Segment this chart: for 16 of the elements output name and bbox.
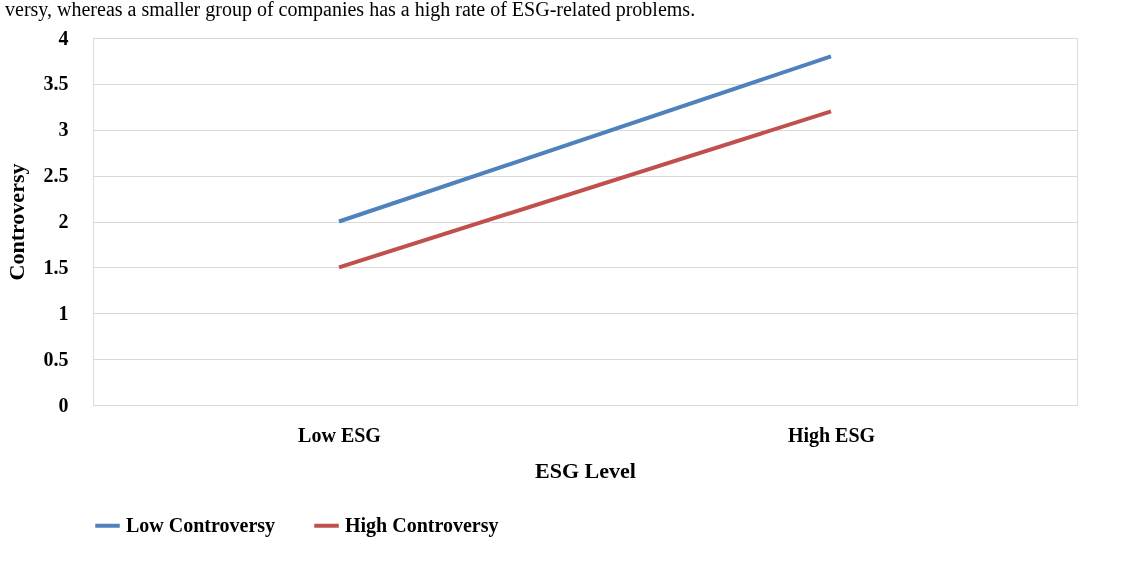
y-tick-label: 2 bbox=[58, 210, 69, 232]
y-tick-label: 2.5 bbox=[43, 164, 69, 187]
y-tick-label: 0.5 bbox=[43, 347, 69, 370]
y-axis-title: Controversy bbox=[3, 163, 29, 281]
text: versy, whereas a smaller group of companies has a high rate of ESG-related problems. bbox=[5, 0, 696, 21]
y-tick-label: 1.5 bbox=[43, 255, 69, 278]
legend-label: High Controversy bbox=[345, 513, 499, 537]
y-tick-label: 3 bbox=[58, 118, 69, 141]
x-tick-label: High ESG bbox=[787, 423, 876, 447]
y-tick-label: 0 bbox=[58, 393, 69, 416]
x-axis-title: ESG Level bbox=[535, 457, 636, 483]
y-tick-label: 1 bbox=[58, 301, 69, 324]
legend-label: Low Controversy bbox=[126, 513, 276, 537]
y-tick-label: 4 bbox=[58, 26, 69, 49]
x-tick-label: Low ESG bbox=[298, 423, 382, 446]
y-tick-label: 3.5 bbox=[43, 72, 69, 95]
